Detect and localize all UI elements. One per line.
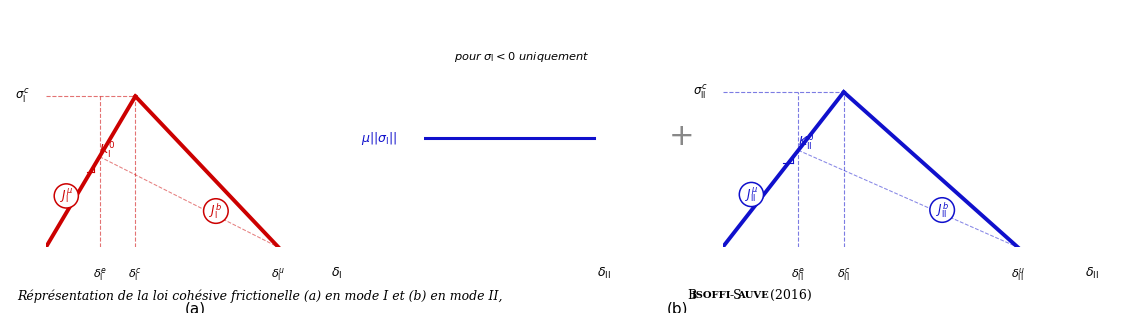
Text: -S: -S <box>729 289 742 302</box>
Text: $\mu||\sigma_\mathrm{I}||$: $\mu||\sigma_\mathrm{I}||$ <box>361 130 397 147</box>
Text: $J_\mathrm{I}^\mu$: $J_\mathrm{I}^\mu$ <box>60 187 73 205</box>
Text: $\delta_\mathrm{II}^u$: $\delta_\mathrm{II}^u$ <box>1011 266 1025 283</box>
Text: $K_\mathrm{II}^0$: $K_\mathrm{II}^0$ <box>798 133 814 153</box>
Text: $\delta_\mathrm{II}^c$: $\delta_\mathrm{II}^c$ <box>837 266 851 283</box>
Text: $\delta_\mathrm{II}$: $\delta_\mathrm{II}$ <box>1085 266 1099 281</box>
Text: $J_\mathrm{II}^\mu$: $J_\mathrm{II}^\mu$ <box>744 185 758 204</box>
Text: $\delta_\mathrm{II}^e$: $\delta_\mathrm{II}^e$ <box>791 266 805 283</box>
Text: +: + <box>669 122 694 151</box>
Text: $\delta_\mathrm{I}^e$: $\delta_\mathrm{I}^e$ <box>93 266 107 283</box>
Text: (b): (b) <box>666 302 688 313</box>
Text: ISOFFI: ISOFFI <box>692 291 731 300</box>
Text: AUVE: AUVE <box>738 291 770 300</box>
Text: $J_\mathrm{II}^b$: $J_\mathrm{II}^b$ <box>936 200 949 220</box>
Text: $\delta_\mathrm{II}$: $\delta_\mathrm{II}$ <box>596 266 610 281</box>
Text: $\sigma_\mathrm{II}^c$: $\sigma_\mathrm{II}^c$ <box>693 83 708 101</box>
Text: (a): (a) <box>185 302 205 313</box>
Text: (2016): (2016) <box>766 289 812 302</box>
Text: $J_\mathrm{I}^b$: $J_\mathrm{I}^b$ <box>209 201 223 221</box>
Text: B: B <box>684 289 697 302</box>
Text: $K_\mathrm{I}^0$: $K_\mathrm{I}^0$ <box>99 141 115 161</box>
Text: $\delta_\mathrm{I}^u$: $\delta_\mathrm{I}^u$ <box>272 266 286 283</box>
Text: $\sigma_\mathrm{I}^c$: $\sigma_\mathrm{I}^c$ <box>15 88 30 105</box>
Text: $\delta_\mathrm{I}$: $\delta_\mathrm{I}$ <box>331 266 343 281</box>
Text: Réprésentation de la loi cohésive frictionelle (a) en mode I et (b) en mode II,: Réprésentation de la loi cohésive fricti… <box>17 289 502 303</box>
Text: $\delta_\mathrm{I}^c$: $\delta_\mathrm{I}^c$ <box>128 266 142 283</box>
Text: $pour\ \sigma_\mathrm{I} < 0\ uniquement$: $pour\ \sigma_\mathrm{I} < 0\ uniquement… <box>454 50 590 64</box>
